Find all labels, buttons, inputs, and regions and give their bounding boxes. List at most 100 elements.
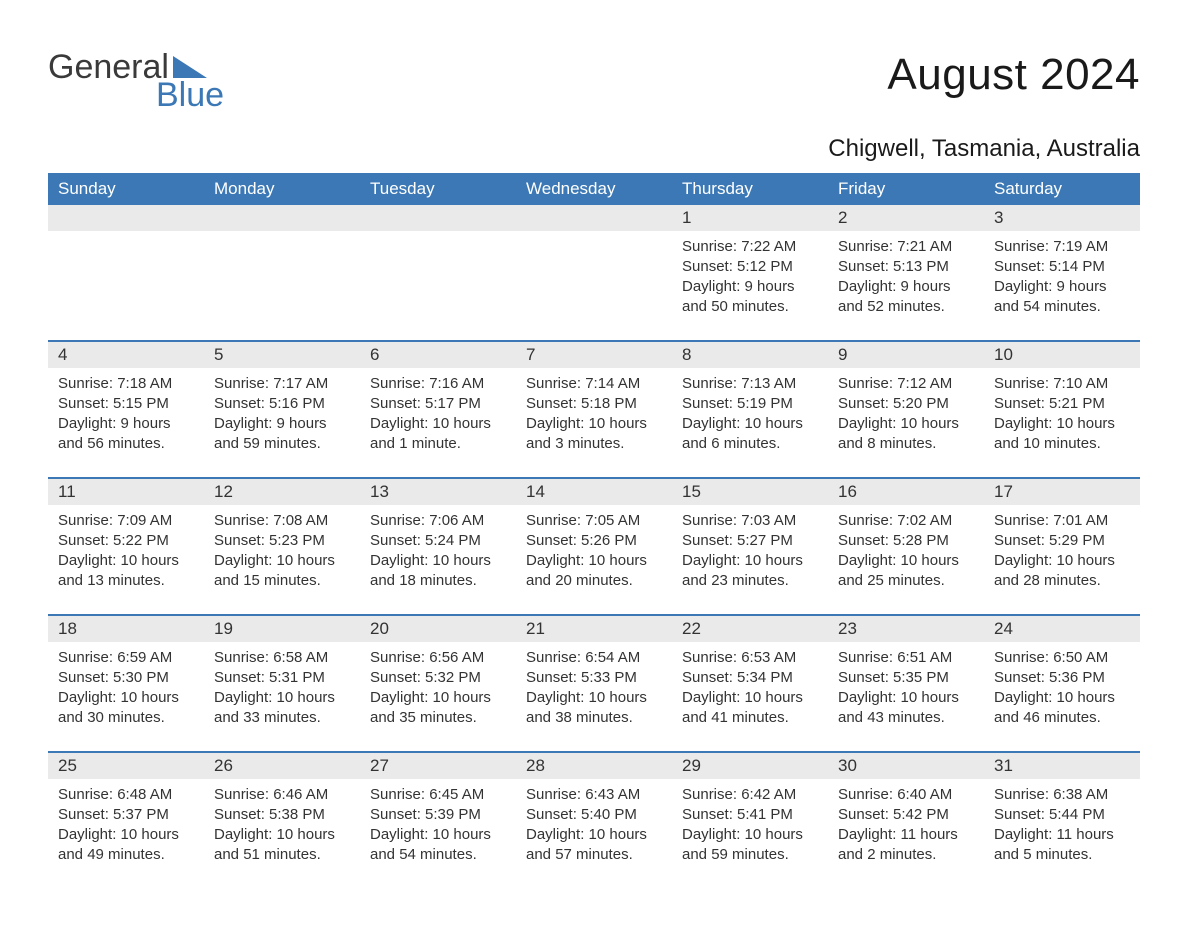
day-content-cell: Sunrise: 6:42 AMSunset: 5:41 PMDaylight:… — [672, 779, 828, 889]
day-content-cell: Sunrise: 7:22 AMSunset: 5:12 PMDaylight:… — [672, 231, 828, 341]
day-number-cell: 14 — [516, 479, 672, 505]
sunset-line: Sunset: 5:22 PM — [58, 531, 194, 551]
day-number-cell: 29 — [672, 753, 828, 779]
daylight-line: Daylight: 10 hours and 3 minutes. — [526, 414, 662, 455]
day-content-cell: Sunrise: 7:03 AMSunset: 5:27 PMDaylight:… — [672, 505, 828, 615]
day-content-cell: Sunrise: 7:08 AMSunset: 5:23 PMDaylight:… — [204, 505, 360, 615]
sunrise-line: Sunrise: 7:02 AM — [838, 511, 974, 531]
daylight-line: Daylight: 10 hours and 10 minutes. — [994, 414, 1130, 455]
sunset-line: Sunset: 5:37 PM — [58, 805, 194, 825]
day-content-cell: Sunrise: 6:50 AMSunset: 5:36 PMDaylight:… — [984, 642, 1140, 752]
sunrise-line: Sunrise: 6:46 AM — [214, 785, 350, 805]
calendar-body: 1 23 Sunrise: 7:22 AMSunset: 5:12 PMDaylig… — [48, 205, 1140, 889]
sunrise-line: Sunrise: 7:19 AM — [994, 237, 1130, 257]
sunset-line: Sunset: 5:39 PM — [370, 805, 506, 825]
day-number-cell: 19 — [204, 616, 360, 642]
logo-word-general: General — [48, 50, 169, 84]
day-content-cell: Sunrise: 6:46 AMSunset: 5:38 PMDaylight:… — [204, 779, 360, 889]
sunrise-line: Sunrise: 7:13 AM — [682, 374, 818, 394]
sunset-line: Sunset: 5:15 PM — [58, 394, 194, 414]
daylight-line: Daylight: 10 hours and 54 minutes. — [370, 825, 506, 866]
sunset-line: Sunset: 5:17 PM — [370, 394, 506, 414]
sunrise-line: Sunrise: 7:21 AM — [838, 237, 974, 257]
daylight-line: Daylight: 11 hours and 2 minutes. — [838, 825, 974, 866]
day-number-cell: 22 — [672, 616, 828, 642]
day-number-cell: 27 — [360, 753, 516, 779]
day-number-cell: 4 — [48, 342, 204, 368]
sunset-line: Sunset: 5:30 PM — [58, 668, 194, 688]
day-number-cell: 31 — [984, 753, 1140, 779]
day-content-row: Sunrise: 7:18 AMSunset: 5:15 PMDaylight:… — [48, 368, 1140, 478]
day-header-row: SundayMondayTuesdayWednesdayThursdayFrid… — [48, 173, 1140, 205]
day-content-cell: Sunrise: 6:53 AMSunset: 5:34 PMDaylight:… — [672, 642, 828, 752]
day-header: Thursday — [672, 173, 828, 205]
daylight-line: Daylight: 10 hours and 20 minutes. — [526, 551, 662, 592]
sunset-line: Sunset: 5:42 PM — [838, 805, 974, 825]
day-number-cell: 7 — [516, 342, 672, 368]
daylight-line: Daylight: 10 hours and 46 minutes. — [994, 688, 1130, 729]
daylight-line: Daylight: 10 hours and 49 minutes. — [58, 825, 194, 866]
day-content-cell: Sunrise: 7:14 AMSunset: 5:18 PMDaylight:… — [516, 368, 672, 478]
day-content-cell: Sunrise: 7:18 AMSunset: 5:15 PMDaylight:… — [48, 368, 204, 478]
day-content-cell: Sunrise: 7:12 AMSunset: 5:20 PMDaylight:… — [828, 368, 984, 478]
sunrise-line: Sunrise: 7:01 AM — [994, 511, 1130, 531]
daylight-line: Daylight: 10 hours and 8 minutes. — [838, 414, 974, 455]
sunset-line: Sunset: 5:35 PM — [838, 668, 974, 688]
day-number-cell: 1 — [672, 205, 828, 231]
logo-word-blue: Blue — [156, 80, 224, 111]
sunset-line: Sunset: 5:18 PM — [526, 394, 662, 414]
daylight-line: Daylight: 10 hours and 18 minutes. — [370, 551, 506, 592]
sunset-line: Sunset: 5:20 PM — [838, 394, 974, 414]
daylight-line: Daylight: 10 hours and 25 minutes. — [838, 551, 974, 592]
day-content-row: Sunrise: 6:59 AMSunset: 5:30 PMDaylight:… — [48, 642, 1140, 752]
daylight-line: Daylight: 10 hours and 33 minutes. — [214, 688, 350, 729]
daylight-line: Daylight: 10 hours and 23 minutes. — [682, 551, 818, 592]
daylight-line: Daylight: 10 hours and 15 minutes. — [214, 551, 350, 592]
day-header: Saturday — [984, 173, 1140, 205]
day-content-cell: Sunrise: 6:56 AMSunset: 5:32 PMDaylight:… — [360, 642, 516, 752]
sunset-line: Sunset: 5:41 PM — [682, 805, 818, 825]
sunrise-line: Sunrise: 6:54 AM — [526, 648, 662, 668]
daylight-line: Daylight: 9 hours and 59 minutes. — [214, 414, 350, 455]
sunrise-line: Sunrise: 6:43 AM — [526, 785, 662, 805]
daylight-line: Daylight: 10 hours and 28 minutes. — [994, 551, 1130, 592]
sunrise-line: Sunrise: 6:59 AM — [58, 648, 194, 668]
daylight-line: Daylight: 9 hours and 50 minutes. — [682, 277, 818, 318]
logo-triangle-icon — [173, 56, 207, 78]
sunrise-line: Sunrise: 7:12 AM — [838, 374, 974, 394]
day-content-cell: Sunrise: 6:59 AMSunset: 5:30 PMDaylight:… — [48, 642, 204, 752]
sunrise-line: Sunrise: 7:17 AM — [214, 374, 350, 394]
sunrise-line: Sunrise: 6:56 AM — [370, 648, 506, 668]
day-content-cell: Sunrise: 7:17 AMSunset: 5:16 PMDaylight:… — [204, 368, 360, 478]
sunrise-line: Sunrise: 6:53 AM — [682, 648, 818, 668]
daylight-line: Daylight: 11 hours and 5 minutes. — [994, 825, 1130, 866]
sunrise-line: Sunrise: 7:08 AM — [214, 511, 350, 531]
day-header: Monday — [204, 173, 360, 205]
day-number-cell: 18 — [48, 616, 204, 642]
day-content-row: Sunrise: 6:48 AMSunset: 5:37 PMDaylight:… — [48, 779, 1140, 889]
day-number-cell: 15 — [672, 479, 828, 505]
day-content-cell — [48, 231, 204, 341]
daylight-line: Daylight: 10 hours and 35 minutes. — [370, 688, 506, 729]
daylight-line: Daylight: 10 hours and 41 minutes. — [682, 688, 818, 729]
sunrise-line: Sunrise: 6:58 AM — [214, 648, 350, 668]
day-content-cell: Sunrise: 7:01 AMSunset: 5:29 PMDaylight:… — [984, 505, 1140, 615]
day-number-cell: 23 — [828, 616, 984, 642]
daylight-line: Daylight: 10 hours and 51 minutes. — [214, 825, 350, 866]
day-number-row: 25262728293031 — [48, 753, 1140, 779]
day-number-cell — [516, 205, 672, 231]
daylight-line: Daylight: 10 hours and 13 minutes. — [58, 551, 194, 592]
sunset-line: Sunset: 5:31 PM — [214, 668, 350, 688]
day-content-cell — [360, 231, 516, 341]
day-content-cell: Sunrise: 6:58 AMSunset: 5:31 PMDaylight:… — [204, 642, 360, 752]
day-number-row: 18192021222324 — [48, 616, 1140, 642]
day-number-cell: 5 — [204, 342, 360, 368]
sunset-line: Sunset: 5:16 PM — [214, 394, 350, 414]
day-content-cell: Sunrise: 7:16 AMSunset: 5:17 PMDaylight:… — [360, 368, 516, 478]
day-content-cell: Sunrise: 7:09 AMSunset: 5:22 PMDaylight:… — [48, 505, 204, 615]
day-number-cell: 2 — [828, 205, 984, 231]
day-number-cell: 30 — [828, 753, 984, 779]
daylight-line: Daylight: 10 hours and 30 minutes. — [58, 688, 194, 729]
daylight-line: Daylight: 10 hours and 1 minute. — [370, 414, 506, 455]
day-number-cell: 11 — [48, 479, 204, 505]
